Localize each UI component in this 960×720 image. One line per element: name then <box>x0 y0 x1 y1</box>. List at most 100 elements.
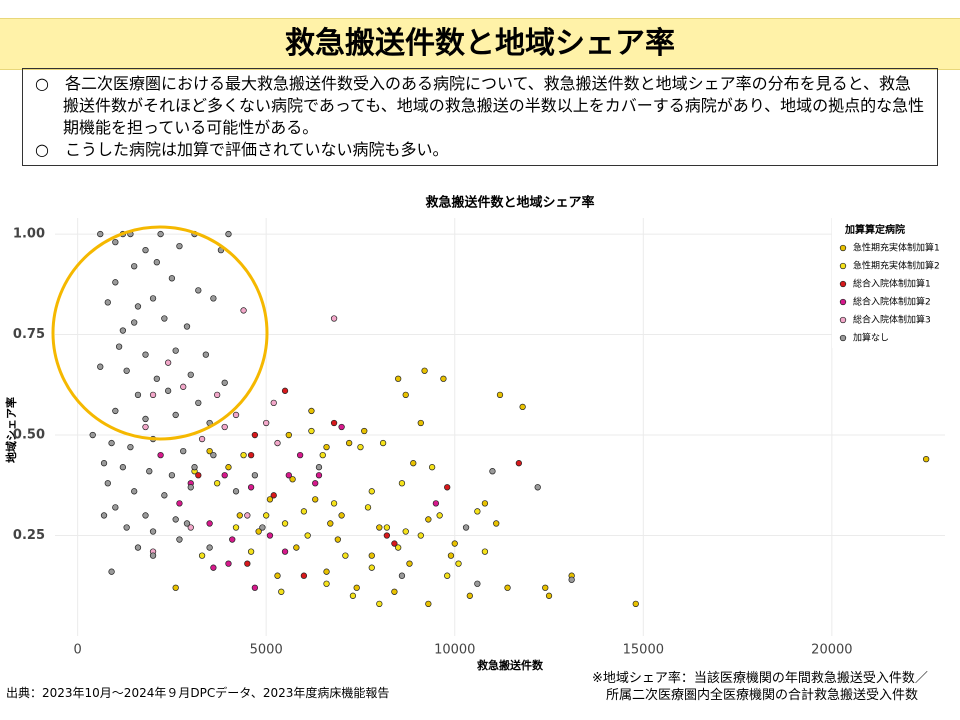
data-point <box>444 572 451 579</box>
y-tick-label: 0.75 <box>13 327 45 342</box>
data-point <box>127 443 134 451</box>
data-point <box>922 456 930 463</box>
data-point <box>168 472 176 479</box>
data-point <box>172 411 179 419</box>
data-point <box>187 484 194 491</box>
data-point <box>149 552 157 559</box>
data-point <box>131 488 138 495</box>
data-point <box>112 504 119 511</box>
data-point <box>425 600 432 607</box>
data-point <box>255 528 262 535</box>
data-point <box>489 468 496 475</box>
data-point <box>134 544 142 551</box>
x-tick-label: 10000 <box>434 643 475 658</box>
notes-box: ○ 各二次医療圏における最大救急搬送件数受入のある病院について、救急搬送件数と地… <box>22 68 938 166</box>
data-point <box>180 447 187 455</box>
data-point <box>195 472 202 479</box>
x-axis-label: 救急搬送件数 <box>477 658 544 672</box>
data-point <box>97 230 104 238</box>
data-point <box>172 347 179 354</box>
data-point <box>263 419 270 427</box>
data-point <box>330 315 338 322</box>
data-point <box>330 500 338 507</box>
data-point <box>481 548 489 555</box>
data-point <box>232 488 240 495</box>
data-point <box>259 524 266 531</box>
data-point <box>168 275 176 282</box>
data-point <box>323 568 330 575</box>
data-point <box>312 496 319 503</box>
y-axis-label: 地域シェア率 <box>4 397 18 463</box>
data-point <box>100 460 108 467</box>
data-point <box>398 572 406 579</box>
data-point <box>153 375 160 382</box>
data-point <box>319 451 326 459</box>
data-point <box>108 568 115 575</box>
data-point <box>451 540 458 547</box>
data-point <box>349 592 357 599</box>
legend-label: 急性期充実体制加算2 <box>853 260 940 272</box>
legend-marker <box>839 298 847 306</box>
legend-marker <box>839 334 847 342</box>
data-point <box>368 488 375 495</box>
data-point <box>308 407 315 415</box>
legend-title: 加算算定病院 <box>844 223 905 236</box>
data-point <box>149 391 157 398</box>
data-point <box>142 512 149 519</box>
data-point <box>266 496 274 503</box>
plot-panel <box>55 218 945 636</box>
data-point <box>225 230 232 238</box>
data-point <box>112 279 119 286</box>
data-point <box>383 524 391 531</box>
data-point <box>206 447 213 455</box>
data-point <box>410 460 417 467</box>
data-point <box>474 508 481 515</box>
data-point <box>304 532 311 539</box>
data-point <box>395 544 402 551</box>
data-point <box>312 480 319 487</box>
data-point <box>364 504 372 511</box>
data-point <box>210 451 217 459</box>
y-tick-label: 0.25 <box>13 528 45 543</box>
data-point <box>361 427 368 435</box>
data-point <box>251 584 259 591</box>
data-point <box>142 423 149 431</box>
data-point <box>281 548 289 555</box>
data-point <box>368 552 375 559</box>
data-point <box>210 564 217 571</box>
data-point <box>338 512 345 519</box>
data-point <box>357 443 364 451</box>
data-point <box>247 451 255 459</box>
slide-title: 救急搬送件数と地域シェア率 <box>0 18 960 70</box>
data-point <box>493 520 500 527</box>
data-point <box>346 439 353 447</box>
data-point <box>368 564 375 571</box>
data-point <box>221 379 228 386</box>
data-point <box>270 399 277 407</box>
x-tick-label: 15000 <box>623 643 664 658</box>
legend-label: 加算なし <box>853 332 889 344</box>
data-point <box>285 472 292 479</box>
data-point <box>97 363 104 370</box>
data-point <box>417 532 424 539</box>
legend-marker <box>839 244 847 252</box>
data-point <box>115 343 123 350</box>
data-point <box>432 500 440 507</box>
data-point <box>232 524 240 531</box>
data-point <box>195 287 202 294</box>
data-point <box>323 580 330 587</box>
data-point <box>327 520 334 527</box>
data-point <box>225 464 232 471</box>
data-point <box>214 480 221 487</box>
data-point <box>164 387 172 394</box>
data-point <box>187 371 194 378</box>
data-point <box>210 295 217 302</box>
data-point <box>157 230 164 238</box>
legend-box <box>832 218 945 348</box>
data-point <box>330 419 338 427</box>
data-point <box>104 480 111 487</box>
footnote: 所属二次医療圏内全医療機関の合計救急搬送受入件数 <box>606 688 919 703</box>
data-point <box>402 391 409 398</box>
note: ○ こうした病院は加算で評価されていない病院も多い。 <box>35 140 449 159</box>
